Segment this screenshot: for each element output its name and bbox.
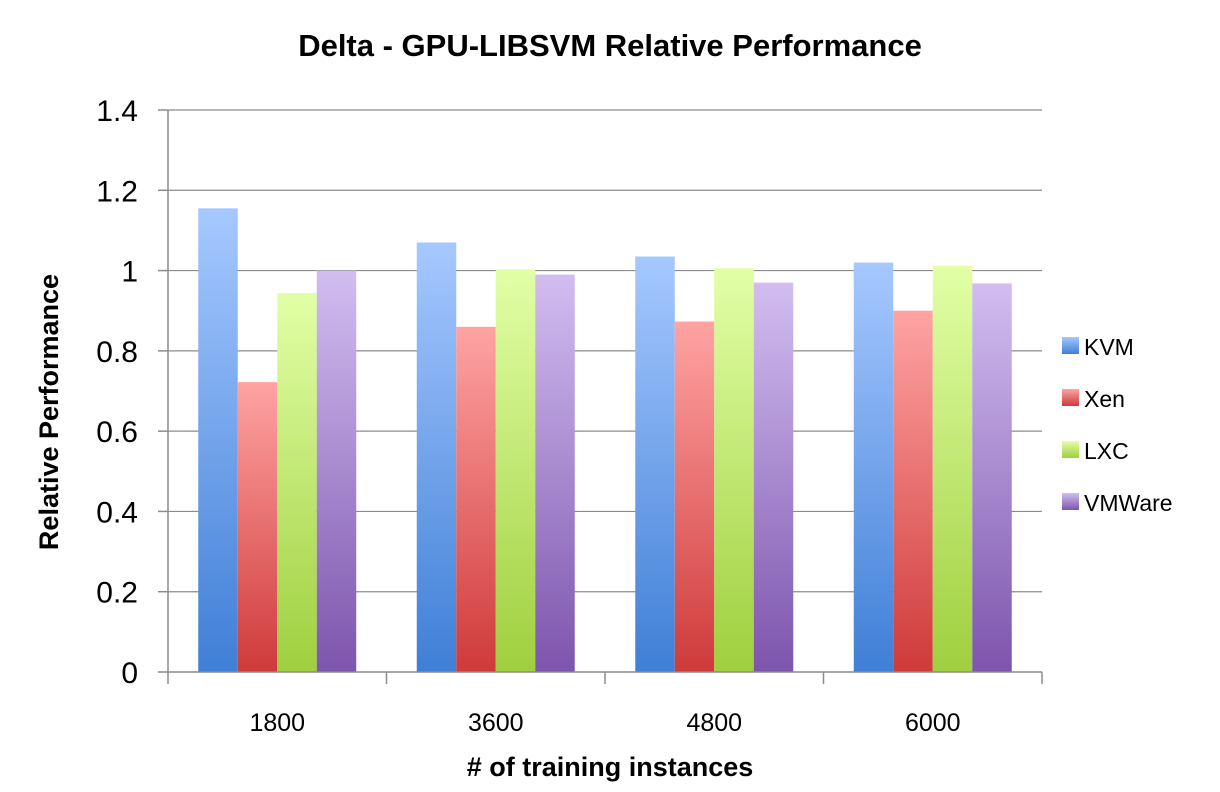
legend-swatch — [1062, 493, 1079, 510]
x-axis-label: # of training instances — [467, 752, 754, 782]
x-tick-label: 6000 — [905, 709, 961, 737]
bar-lxc-4800 — [714, 268, 754, 672]
y-tick-label: 1.4 — [96, 95, 138, 128]
y-tick-label: 1.2 — [96, 175, 138, 208]
bar-lxc-1800 — [277, 293, 317, 672]
y-axis-label: Relative Performance — [34, 274, 64, 550]
chart-title: Delta - GPU-LIBSVM Relative Performance — [298, 28, 922, 63]
legend-label: LXC — [1084, 438, 1129, 464]
x-tick-label: 3600 — [468, 709, 524, 737]
legend-label: KVM — [1084, 334, 1134, 360]
y-tick-label: 0.8 — [96, 336, 138, 369]
bar-kvm-4800 — [635, 256, 675, 672]
legend-swatch — [1062, 441, 1079, 458]
y-tick-label: 0.6 — [96, 416, 138, 449]
bar-vmware-4800 — [753, 282, 794, 672]
bar-kvm-1800 — [198, 208, 238, 672]
bar-xen-1800 — [237, 382, 278, 672]
bar-xen-4800 — [674, 321, 715, 672]
bar-lxc-6000 — [932, 265, 973, 672]
y-tick-label: 0 — [121, 657, 138, 690]
x-tick-labels: 1800 3600 4800 6000 — [249, 709, 960, 737]
y-tick-labels: 0 0.2 0.4 0.6 0.8 1 1.2 1.4 — [96, 95, 138, 690]
legend-item-xen: Xen — [1062, 386, 1125, 412]
y-tick-label: 1 — [121, 256, 138, 289]
legend-swatch — [1062, 389, 1079, 406]
bar-kvm-3600 — [416, 242, 457, 672]
bars — [198, 208, 1012, 672]
legend-swatch — [1062, 337, 1079, 354]
x-tick-label: 4800 — [686, 709, 742, 737]
legend-label: Xen — [1084, 386, 1125, 412]
legend-item-kvm: KVM — [1062, 334, 1134, 360]
bar-vmware-6000 — [972, 283, 1012, 672]
bar-lxc-3600 — [495, 269, 536, 672]
axes — [158, 109, 1043, 684]
y-tick-label: 0.2 — [96, 577, 138, 610]
legend-item-vmware: VMWare — [1062, 490, 1173, 516]
bar-vmware-3600 — [535, 274, 575, 672]
bar-vmware-1800 — [316, 270, 357, 672]
legend-label: VMWare — [1084, 490, 1173, 516]
legend: KVM Xen LXC VMWare — [1062, 334, 1173, 516]
x-tick-label: 1800 — [249, 709, 305, 737]
legend-item-lxc: LXC — [1062, 438, 1129, 464]
bar-xen-6000 — [893, 310, 933, 672]
bar-xen-3600 — [456, 326, 496, 672]
bar-kvm-6000 — [853, 262, 894, 672]
y-tick-label: 0.4 — [96, 496, 138, 529]
